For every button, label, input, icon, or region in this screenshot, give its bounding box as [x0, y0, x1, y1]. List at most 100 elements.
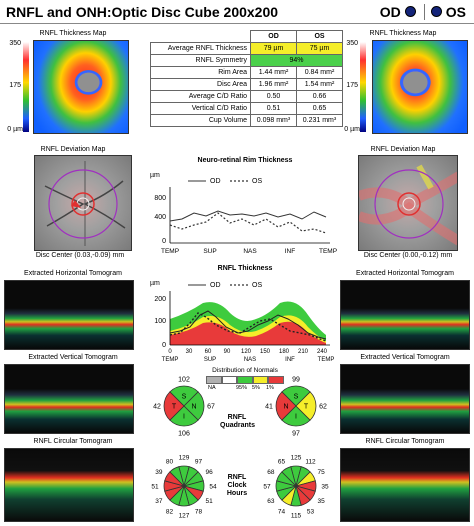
od-label: OD	[379, 3, 401, 20]
rnfl-x-tick-150: 150	[260, 349, 271, 355]
od-clock-value-11: 39	[155, 469, 163, 476]
os-deviation-overlay	[359, 164, 457, 246]
metric-os-value: 75 µm	[296, 42, 343, 55]
os-quadrant-T	[295, 391, 317, 421]
rnfl-x-tick-120: 120	[241, 349, 252, 355]
metric-name: Rim Area	[150, 66, 251, 79]
distribution-bar	[206, 376, 284, 384]
od-clock-value-3: 96	[205, 469, 213, 476]
rnfl-region-temp2: TEMP	[318, 357, 335, 363]
quadrants-title-line1: RNFL	[227, 414, 247, 421]
clock-hours-title: RNFL Clock Hours	[220, 474, 254, 498]
os-circular-tomogram-image	[340, 448, 470, 522]
rnfl-legend-od: OD	[210, 282, 221, 289]
od-eye-icon	[404, 6, 416, 17]
od-quadrant-value-S: 102	[178, 377, 190, 384]
od-clock-value-10: 51	[151, 484, 159, 491]
metric-od-value: 1.96 mm²	[250, 78, 297, 91]
od-horizontal-tomogram-image	[4, 280, 134, 350]
rnfl-od-line	[169, 310, 327, 340]
rnfl-x-tick-240: 240	[317, 349, 328, 355]
os-clock-value-1: 125	[291, 455, 302, 462]
od-horizontal-tomogram-title: Extracted Horizontal Tomogram	[24, 270, 122, 277]
od-clock-value-12: 80	[166, 458, 174, 465]
os-quadrant-letter-T: T	[304, 404, 309, 411]
os-horizontal-tomogram-title: Extracted Horizontal Tomogram	[356, 270, 454, 277]
os-thickness-map-image	[372, 40, 468, 134]
os-clock-value-3: 75	[317, 469, 325, 476]
distribution-label-na: NA	[208, 385, 216, 391]
od-quadrant-value-T: 42	[153, 404, 161, 411]
od-quadrant-S	[169, 385, 199, 407]
metrics-table-container: OD OS Average RNFL Thickness 79 µm 75 µm RN…	[150, 30, 343, 127]
metric-os-value: 0.66	[296, 90, 343, 103]
metric-od-value: 0.098 mm³	[250, 114, 297, 127]
rim-os-line	[169, 212, 327, 234]
report-title: RNFL and ONH:Optic Disc Cube 200x200	[6, 3, 279, 20]
quadrant-charts: S 102 N 67 I 106 T 42 S 99 N 41 I 97 T 62	[153, 377, 327, 438]
od-quadrant-letter-T: T	[172, 404, 177, 411]
os-quadrant-I	[281, 405, 311, 427]
od-clock-value-7: 127	[179, 513, 190, 520]
od-circular-tomogram-title: RNFL Circular Tomogram	[33, 438, 113, 445]
os-horizontal-tomogram-image	[340, 280, 470, 350]
metrics-row: Rim Area 1.44 mm² 0.84 mm²	[150, 66, 343, 79]
os-scale-top: 350	[346, 40, 358, 47]
os-quadrant-N	[275, 391, 297, 421]
metrics-row: Disc Area 1.96 mm² 1.54 mm²	[150, 78, 343, 91]
metric-name: Average C/D Ratio	[150, 90, 251, 103]
distribution-label-95: 95%	[236, 385, 248, 391]
od-deviation-overlay	[44, 161, 126, 246]
rnfl-chart: µm OD OS 200 100 0 0 30 60 90 120 150 18…	[150, 280, 335, 363]
distribution-na-swatch	[206, 376, 222, 384]
metrics-row: Cup Volume 0.098 mm³ 0.231 mm³	[150, 114, 343, 127]
rnfl-x-tick-210: 210	[298, 349, 309, 355]
rnfl-chart-title: RNFL Thickness	[217, 265, 273, 272]
metric-os-value: 0.65	[296, 102, 343, 115]
os-indicator: OS	[430, 4, 466, 20]
quadrants-title-line2: Quadrants	[220, 422, 256, 429]
os-thickness-map-title: RNFL Thickness Map	[369, 30, 437, 37]
metrics-col-os: OS	[296, 30, 343, 43]
rim-y-tick-800: 800	[154, 195, 166, 202]
distribution-white-swatch	[221, 376, 238, 384]
rim-x-tick-temp2: TEMP	[319, 248, 337, 255]
od-clock-value-5: 51	[205, 498, 213, 505]
rim-x-tick-sup: SUP	[203, 248, 216, 255]
od-quadrant-N	[183, 391, 205, 421]
metric-os-value: 0.84 mm²	[296, 66, 343, 79]
os-clock-value-5: 35	[317, 498, 325, 505]
os-quadrant-value-I: 97	[292, 431, 300, 438]
od-scale-bottom: 0 µm	[7, 126, 23, 133]
rnfl-x-tick-90: 90	[224, 349, 231, 355]
rnfl-region-temp1: TEMP	[162, 357, 179, 363]
od-thickness-map-title: RNFL Thickness Map	[39, 30, 107, 37]
rim-x-tick-inf: INF	[285, 248, 296, 255]
metrics-header-row: OD OS	[151, 30, 343, 43]
od-quadrant-T	[163, 391, 185, 421]
rnfl-outside-band	[170, 321, 326, 345]
distribution-green-swatch	[237, 376, 253, 384]
os-vertical-tomogram-title: Extracted Vertical Tomogram	[360, 354, 450, 361]
clock-hour-charts: 1299796545178127823751398012511275353553…	[151, 455, 329, 520]
rnfl-y-tick-200: 200	[154, 296, 166, 303]
os-vertical-tomogram-image	[340, 364, 470, 434]
os-quadrant-value-S: 99	[292, 377, 300, 384]
metric-od-value: 0.50	[250, 90, 297, 103]
clock-hours-title-line3: Hours	[226, 490, 248, 497]
distribution-red-swatch	[268, 376, 284, 384]
metric-od-value: 1.44 mm²	[250, 66, 297, 79]
rim-od-line	[169, 210, 327, 222]
rnfl-x-tick-180: 180	[279, 349, 290, 355]
rnfl-region-inf: INF	[285, 357, 295, 363]
od-quadrant-letter-N: N	[191, 404, 196, 411]
rnfl-y-tick-100: 100	[154, 318, 166, 325]
od-scale-mid: 175	[9, 82, 21, 89]
os-quadrant-value-N: 41	[265, 404, 273, 411]
od-quadrant-value-N: 67	[207, 404, 215, 411]
os-scale-bottom: 0 µm	[344, 126, 360, 133]
od-clock-value-1: 129	[179, 455, 190, 462]
metric-od-value: 0.51	[250, 102, 297, 115]
metric-name: Vertical C/D Ratio	[150, 102, 251, 115]
rnfl-legend-os: OS	[252, 282, 262, 289]
